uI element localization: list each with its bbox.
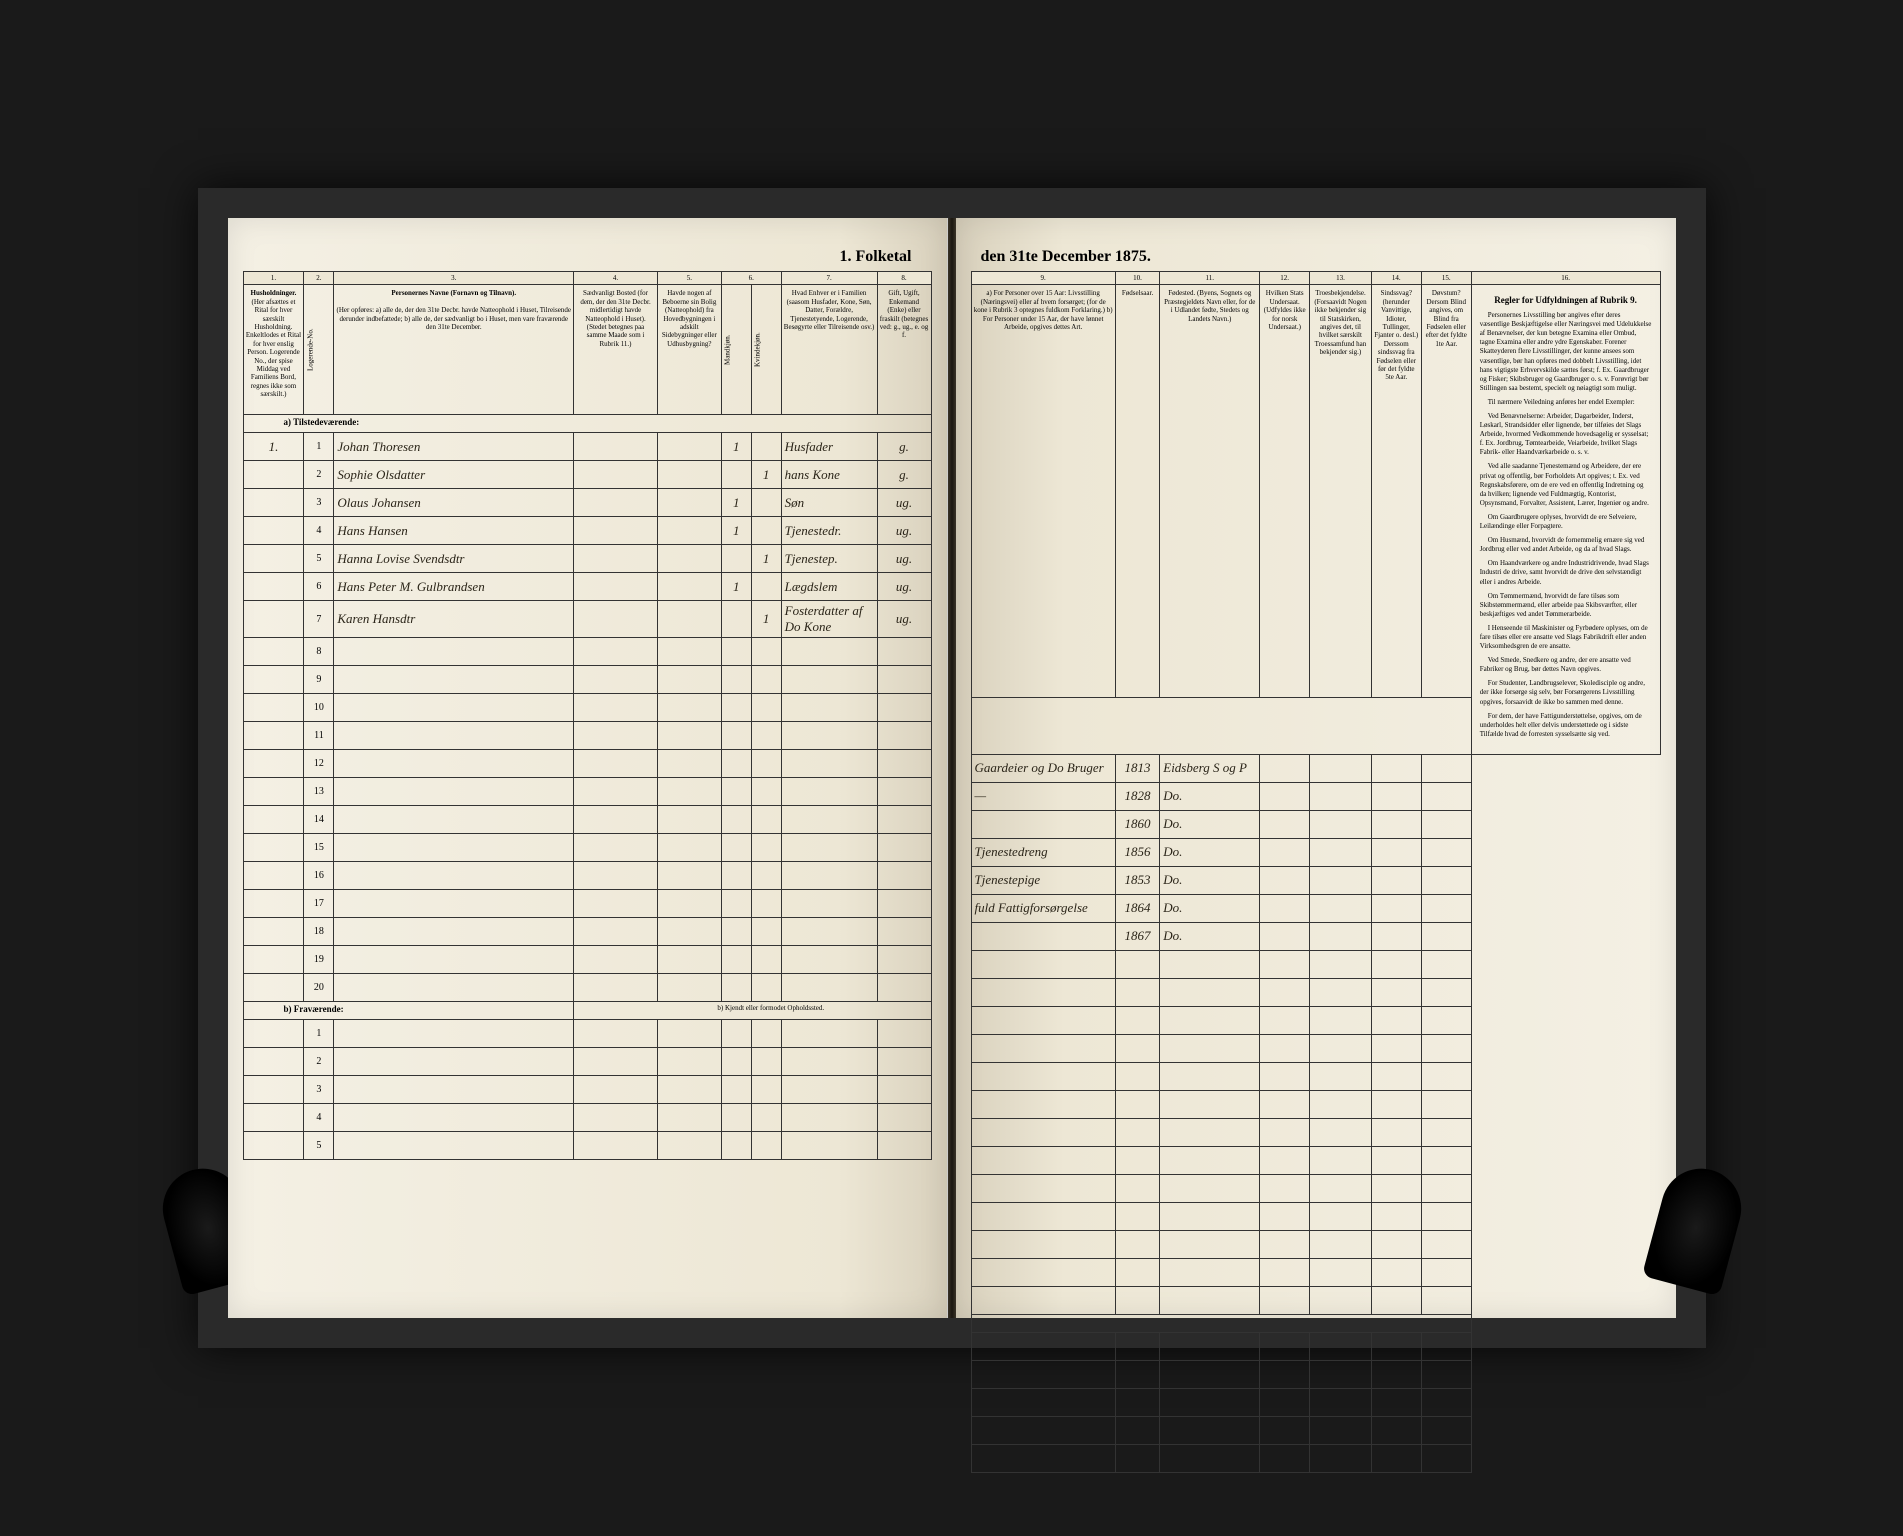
- table-row: 9: [243, 666, 931, 694]
- table-row: 3 Olaus Johansen 1 Søn ug.: [243, 489, 931, 517]
- header-8: Gift, Ugift, Enkemand (Enke) eller frask…: [877, 285, 931, 415]
- census-book: 1. Folketal 1. 2. 3. 4. 5. 6. 7. 8. Hush…: [198, 188, 1706, 1348]
- table-row: Gaardeier og Do Bruger 1813 Eidsberg S o…: [971, 754, 1660, 782]
- table-row: 12: [243, 750, 931, 778]
- table-row: 1: [243, 1020, 931, 1048]
- page-title-right: den 31te December 1875.: [971, 238, 1661, 271]
- table-row: [971, 1360, 1660, 1388]
- header-5: Havde nogen af Beboerne sin Bolig (Natte…: [657, 285, 721, 415]
- table-row: [971, 1118, 1660, 1146]
- col-num-16: 16.: [1471, 272, 1660, 285]
- page-title-left: 1. Folketal: [243, 238, 932, 271]
- table-row: [971, 950, 1660, 978]
- col-num-4: 4.: [574, 272, 658, 285]
- census-table-left: 1. 2. 3. 4. 5. 6. 7. 8. Husholdninger.(H…: [243, 271, 932, 1160]
- col-num-8: 8.: [877, 272, 931, 285]
- table-row: 7 Karen Hansdtr 1 Fosterdatter af Do Kon…: [243, 601, 931, 638]
- table-row: [971, 1230, 1660, 1258]
- col-num-5: 5.: [657, 272, 721, 285]
- table-row: 4: [243, 1104, 931, 1132]
- table-row: [971, 1286, 1660, 1314]
- sidebar-rules: Regler for Udfyldningen af Rubrik 9. Per…: [1471, 285, 1660, 755]
- col-num-7: 7.: [781, 272, 877, 285]
- table-row: [971, 1090, 1660, 1118]
- table-row: 1860 Do.: [971, 810, 1660, 838]
- table-row: 3: [243, 1076, 931, 1104]
- table-row: 15: [243, 834, 931, 862]
- table-row: [971, 1202, 1660, 1230]
- table-row: 13: [243, 778, 931, 806]
- col-num-3: 3.: [334, 272, 574, 285]
- col-num-6: 6.: [721, 272, 781, 285]
- header-7: Hvad Enhver er i Familien (saasom Husfad…: [781, 285, 877, 415]
- table-row: [971, 1146, 1660, 1174]
- table-row: 14: [243, 806, 931, 834]
- table-row: fuld Fattigforsørgelse 1864 Do.: [971, 894, 1660, 922]
- table-row: [971, 1444, 1660, 1472]
- table-row: 2: [243, 1048, 931, 1076]
- table-row: 19: [243, 946, 931, 974]
- table-row: [971, 1006, 1660, 1034]
- section-a: a) Tilstedeværende:: [243, 415, 931, 433]
- table-row: 18: [243, 918, 931, 946]
- table-row: 11: [243, 722, 931, 750]
- col-num-11: 11.: [1160, 272, 1260, 285]
- table-row: [971, 1416, 1660, 1444]
- book-spine: [948, 218, 956, 1318]
- col-num-12: 12.: [1260, 272, 1310, 285]
- table-row: [971, 978, 1660, 1006]
- table-row: [971, 1332, 1660, 1360]
- table-row: [971, 1174, 1660, 1202]
- table-row: 1. 1 Johan Thoresen 1 Husfader g.: [243, 433, 931, 461]
- table-row: Tjenestepige 1853 Do.: [971, 866, 1660, 894]
- table-row: 8: [243, 638, 931, 666]
- header-13: Troesbekjendelse. (Forsaavidt Nogen ikke…: [1310, 285, 1372, 697]
- col-num-10: 10.: [1115, 272, 1159, 285]
- section-b: b) Fraværende:: [243, 1002, 574, 1020]
- table-row: 17: [243, 890, 931, 918]
- header-2: Logerende-No.: [304, 285, 334, 415]
- header-6b: Kvindekjøn.: [751, 285, 781, 415]
- table-row: 4 Hans Hansen 1 Tjenestedr. ug.: [243, 517, 931, 545]
- header-3: Personernes Navne (Fornavn og Tilnavn).(…: [334, 285, 574, 415]
- table-row: [971, 1388, 1660, 1416]
- table-row: 5: [243, 1132, 931, 1160]
- census-table-right: 9. 10. 11. 12. 13. 14. 15. 16. a) For Pe…: [971, 271, 1661, 1473]
- table-row: [971, 1034, 1660, 1062]
- page-left: 1. Folketal 1. 2. 3. 4. 5. 6. 7. 8. Hush…: [228, 218, 948, 1318]
- col-num-14: 14.: [1371, 272, 1421, 285]
- col-num-9: 9.: [971, 272, 1115, 285]
- table-row: 16: [243, 862, 931, 890]
- table-row: 5 Hanna Lovise Svendsdtr 1 Tjenestep. ug…: [243, 545, 931, 573]
- table-row: [971, 1258, 1660, 1286]
- col-num-2: 2.: [304, 272, 334, 285]
- page-right: den 31te December 1875. 9. 10. 11. 12. 1…: [956, 218, 1676, 1318]
- header-6a: Mandkjøn.: [721, 285, 751, 415]
- table-row: 10: [243, 694, 931, 722]
- header-4: Sædvanligt Bosted (for dem, der den 31te…: [574, 285, 658, 415]
- col-num-15: 15.: [1421, 272, 1471, 285]
- table-row: [971, 1062, 1660, 1090]
- table-row: — 1828 Do.: [971, 782, 1660, 810]
- header-11: Fødested. (Byens, Sognets og Præstegjeld…: [1160, 285, 1260, 697]
- header-9: a) For Personer over 15 Aar: Livsstillin…: [971, 285, 1115, 697]
- table-row: 2 Sophie Olsdatter 1 hans Kone g.: [243, 461, 931, 489]
- header-15: Døvstum? Dersom Blind angives, om Blind …: [1421, 285, 1471, 697]
- header-1: Husholdninger.(Her afsættes et Rital for…: [243, 285, 304, 415]
- header-12: Hvilken Stats Undersaat. (Udfyldes ikke …: [1260, 285, 1310, 697]
- col-num-13: 13.: [1310, 272, 1372, 285]
- header-10: Fødselsaar.: [1115, 285, 1159, 697]
- sidebar-title: Regler for Udfyldningen af Rubrik 9.: [1480, 295, 1652, 307]
- table-row: Tjenestedreng 1856 Do.: [971, 838, 1660, 866]
- table-row: 6 Hans Peter M. Gulbrandsen 1 Lægdslem u…: [243, 573, 931, 601]
- table-row: 1867 Do.: [971, 922, 1660, 950]
- col-num-1: 1.: [243, 272, 304, 285]
- table-row: 20: [243, 974, 931, 1002]
- header-14: Sindssvag? (herunder Vanvittige, Idioter…: [1371, 285, 1421, 697]
